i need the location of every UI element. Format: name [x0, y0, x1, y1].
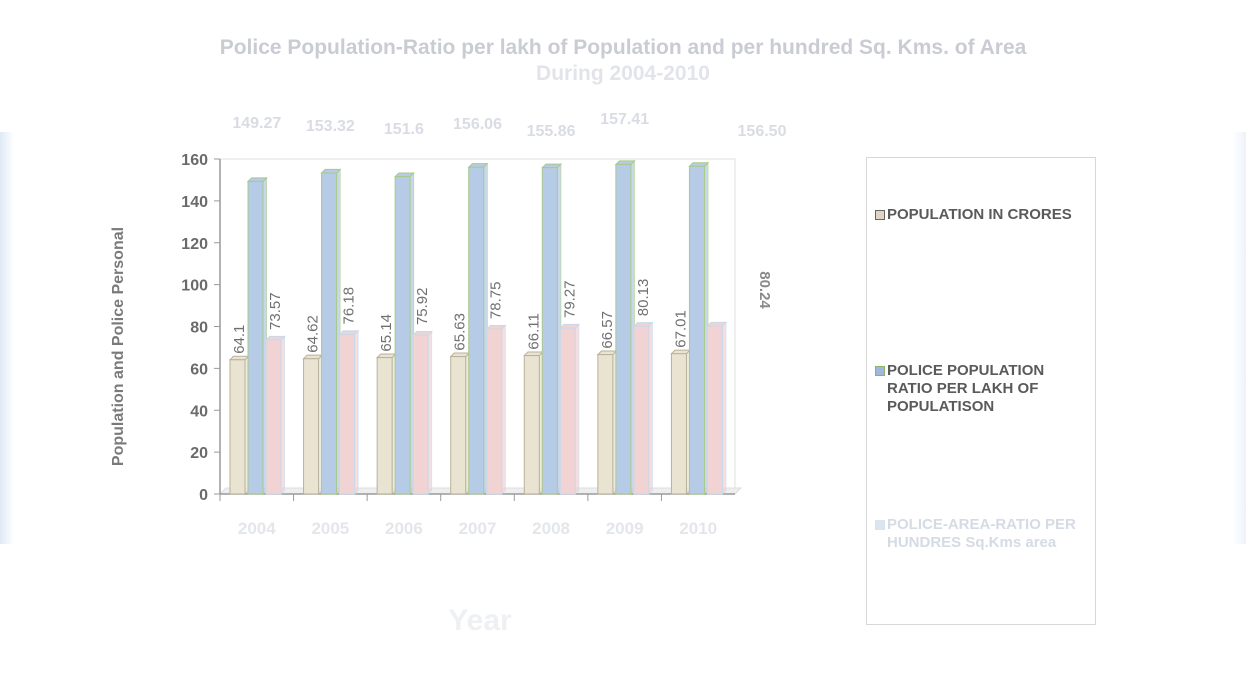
- bar-top: [632, 322, 654, 327]
- bar: [265, 339, 282, 495]
- data-label: 64.1: [231, 325, 248, 354]
- bar: [321, 172, 338, 495]
- bar-top: [559, 323, 581, 329]
- bar: [468, 166, 485, 495]
- bar: [339, 333, 356, 495]
- bar: [559, 327, 576, 495]
- bar-top: [393, 172, 415, 178]
- bar-top: [228, 355, 250, 361]
- bar-top: [320, 168, 342, 174]
- bar: [486, 328, 503, 495]
- bar-side: [574, 323, 580, 495]
- bar-top: [541, 163, 563, 169]
- bar: [615, 163, 632, 495]
- bar-side: [722, 321, 727, 495]
- chart-subtitle: During 2004-2010: [536, 62, 710, 85]
- bar-top: [449, 352, 471, 358]
- x-tick-label: 2010: [679, 519, 717, 538]
- data-label: 67.01: [672, 310, 689, 348]
- data-label: 73.57: [267, 292, 284, 330]
- data-label: 75.92: [414, 287, 431, 325]
- data-label: 156.50: [738, 123, 787, 140]
- bar: [597, 354, 614, 495]
- bar-side: [427, 330, 433, 495]
- bar-top: [706, 321, 728, 327]
- bar-top: [596, 350, 618, 356]
- bar: [229, 359, 246, 495]
- bar-top: [467, 163, 489, 168]
- chart-title: Police Population-Ratio per lakh of Popu…: [219, 36, 1027, 59]
- x-tick-label: 2009: [606, 519, 644, 538]
- bar-top: [614, 160, 636, 165]
- data-label: 151.6: [384, 121, 424, 138]
- legend-swatch-population: [875, 210, 885, 220]
- bar: [670, 353, 687, 495]
- data-label: 64.62: [305, 315, 322, 353]
- bar: [376, 357, 393, 495]
- y-tick-label: 160: [181, 152, 208, 169]
- x-tick-label: 2007: [459, 519, 497, 538]
- bar-top: [302, 354, 324, 360]
- bar: [706, 325, 723, 495]
- bar-side: [648, 321, 653, 495]
- x-tick-label: 2005: [311, 519, 349, 538]
- data-label: 66.57: [599, 311, 616, 349]
- bar: [412, 334, 429, 495]
- bar: [303, 358, 320, 495]
- bar: [450, 356, 467, 495]
- data-label: 79.27: [561, 280, 578, 318]
- x-tick-label: 2008: [532, 519, 570, 538]
- legend: POPULATION IN CRORES POLICE POPULATION R…: [866, 157, 1096, 625]
- bar-top: [246, 177, 268, 182]
- bar-top: [485, 325, 507, 330]
- bar-top: [375, 353, 397, 359]
- y-tick-label: 80: [190, 320, 208, 337]
- bar-top: [670, 349, 692, 355]
- x-tick-label: 2006: [385, 519, 423, 538]
- data-label: 76.18: [341, 287, 358, 325]
- x-tick-label: 2004: [238, 519, 276, 538]
- legend-swatch-police-population-ratio: [875, 366, 885, 376]
- data-label: 80.13: [635, 279, 652, 317]
- y-tick-label: 140: [181, 194, 208, 211]
- bar: [541, 167, 558, 495]
- data-label: 157.41: [600, 111, 649, 128]
- y-tick-label: 120: [181, 236, 208, 253]
- bar-side: [501, 324, 506, 495]
- bar-side: [280, 335, 286, 495]
- y-tick-label: 20: [190, 445, 208, 462]
- data-label: 149.27: [232, 115, 281, 132]
- y-tick-label: 60: [190, 361, 208, 378]
- legend-swatch-police-area-ratio: [875, 520, 885, 530]
- legend-label-police-population-ratio: POLICE POPULATION RATIO PER LAKH OF POPU…: [887, 362, 1045, 415]
- bar: [688, 165, 705, 495]
- data-label: 156.06: [453, 116, 502, 133]
- bar: [523, 355, 540, 495]
- y-tick-label: 0: [199, 487, 208, 504]
- data-label: 80.24: [756, 271, 773, 309]
- data-label: 78.75: [488, 282, 505, 320]
- y-tick-label: 40: [190, 403, 208, 420]
- bar: [633, 325, 650, 495]
- data-label: 155.86: [527, 123, 576, 140]
- x-axis-title: Year: [448, 604, 512, 637]
- data-label: 65.14: [378, 314, 395, 352]
- bar-top: [264, 335, 286, 341]
- data-label: 65.63: [452, 313, 469, 351]
- bar: [247, 180, 264, 495]
- data-label: 153.32: [306, 118, 355, 135]
- y-axis-title: Population and Police Personal: [110, 227, 127, 466]
- y-tick-label: 100: [181, 278, 208, 295]
- legend-label-police-area-ratio: POLICE-AREA-RATIO PER HUNDRES Sq.Kms are…: [887, 516, 1076, 551]
- legend-label-population: POPULATION IN CRORES: [887, 206, 1072, 223]
- bar-top: [523, 351, 545, 357]
- bar-side: [354, 329, 359, 495]
- bar-top: [688, 162, 710, 167]
- data-label: 66.11: [525, 313, 542, 349]
- bar-top: [411, 330, 433, 336]
- bar: [394, 176, 411, 495]
- bar-top: [338, 330, 360, 335]
